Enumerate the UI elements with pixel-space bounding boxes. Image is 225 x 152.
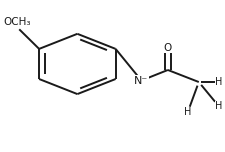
Text: H: H — [214, 101, 221, 111]
Text: H: H — [183, 107, 191, 117]
Text: OCH₃: OCH₃ — [3, 17, 31, 27]
Text: O: O — [163, 43, 171, 53]
Text: H: H — [214, 77, 221, 87]
Text: N⁻: N⁻ — [134, 76, 148, 86]
